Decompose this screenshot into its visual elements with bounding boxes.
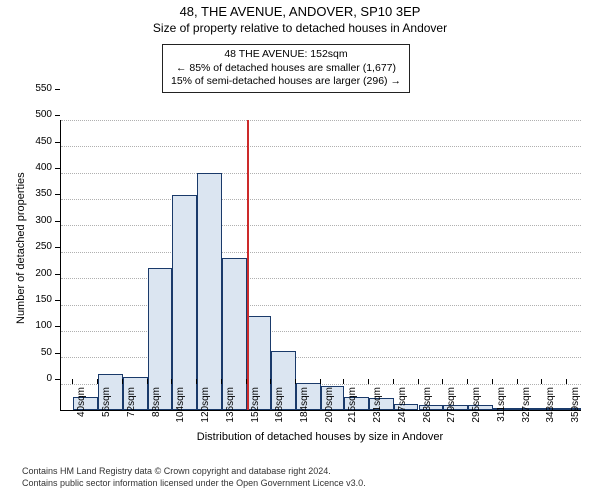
gridline [61,199,581,200]
x-tick-label: 104sqm [175,387,186,427]
x-tick [442,379,443,384]
page-subtitle: Size of property relative to detached ho… [0,21,600,35]
x-tick-label: 88sqm [151,387,162,427]
y-tick-label: 450 [22,136,52,147]
x-tick-label: 343sqm [545,387,556,427]
gridline [61,252,581,253]
annotation-line-2: ← 85% of detached houses are smaller (1,… [171,62,401,76]
y-tick-label: 400 [22,162,52,173]
y-tick [55,142,60,143]
x-tick [566,379,567,384]
page-title: 48, THE AVENUE, ANDOVER, SP10 3EP [0,4,600,19]
x-tick-label: 120sqm [200,387,211,427]
x-tick-label: 359sqm [570,387,581,427]
reference-line [247,120,249,410]
x-tick [147,379,148,384]
y-tick-label: 150 [22,294,52,305]
x-tick-label: 200sqm [324,387,335,427]
x-tick [418,379,419,384]
x-tick-label: 263sqm [422,387,433,427]
x-tick [467,379,468,384]
x-tick-label: 279sqm [446,387,457,427]
y-tick [55,300,60,301]
y-tick [55,274,60,275]
x-tick-label: 311sqm [496,387,507,427]
x-tick [246,379,247,384]
x-tick-label: 327sqm [521,387,532,427]
y-tick [55,379,60,380]
y-tick-label: 0 [22,373,52,384]
x-tick [72,379,73,384]
x-tick-label: 56sqm [101,387,112,427]
gridline [61,357,581,358]
gridline [61,305,581,306]
histogram-bar [197,173,222,410]
gridline [61,331,581,332]
footer-line-2: Contains public sector information licen… [22,478,366,490]
y-tick-label: 550 [22,83,52,94]
histogram-bar [172,195,197,410]
x-tick [492,379,493,384]
x-tick-label: 40sqm [76,387,87,427]
plot-region [60,120,581,411]
y-tick [55,194,60,195]
x-tick [343,379,344,384]
y-tick [55,247,60,248]
x-tick-label: 295sqm [471,387,482,427]
x-tick-label: 215sqm [347,387,358,427]
y-tick [55,353,60,354]
x-tick [517,379,518,384]
y-tick [55,326,60,327]
y-tick [55,168,60,169]
x-tick [393,379,394,384]
annotation-box: 48 THE AVENUE: 152sqm ← 85% of detached … [162,44,410,93]
x-tick [320,379,321,384]
x-tick [368,379,369,384]
gridline [61,225,581,226]
x-tick [97,379,98,384]
y-tick-label: 300 [22,215,52,226]
x-tick [541,379,542,384]
x-tick [270,379,271,384]
x-tick [171,379,172,384]
x-tick [196,379,197,384]
annotation-line-3: 15% of semi-detached houses are larger (… [171,75,401,89]
chart-container: 48, THE AVENUE, ANDOVER, SP10 3EP Size o… [0,4,600,504]
x-tick-label: 136sqm [225,387,236,427]
x-tick [122,379,123,384]
x-axis-label: Distribution of detached houses by size … [60,431,580,443]
y-tick-label: 100 [22,320,52,331]
y-tick [55,89,60,90]
x-tick-label: 231sqm [372,387,383,427]
y-tick [55,221,60,222]
y-tick-label: 500 [22,109,52,120]
gridline [61,173,581,174]
y-tick-label: 350 [22,188,52,199]
y-tick-label: 250 [22,241,52,252]
gridline [61,120,581,121]
x-tick [295,379,296,384]
gridline [61,146,581,147]
x-tick-label: 72sqm [126,387,137,427]
x-tick-label: 184sqm [299,387,310,427]
x-tick-label: 152sqm [250,387,261,427]
y-tick-label: 200 [22,268,52,279]
footer-line-1: Contains HM Land Registry data © Crown c… [22,466,366,478]
gridline [61,278,581,279]
x-tick-label: 247sqm [397,387,408,427]
y-tick [55,115,60,116]
x-tick-label: 168sqm [274,387,285,427]
annotation-line-1: 48 THE AVENUE: 152sqm [171,48,401,62]
y-tick-label: 50 [22,347,52,358]
x-tick [221,379,222,384]
footer-attribution: Contains HM Land Registry data © Crown c… [22,466,366,489]
